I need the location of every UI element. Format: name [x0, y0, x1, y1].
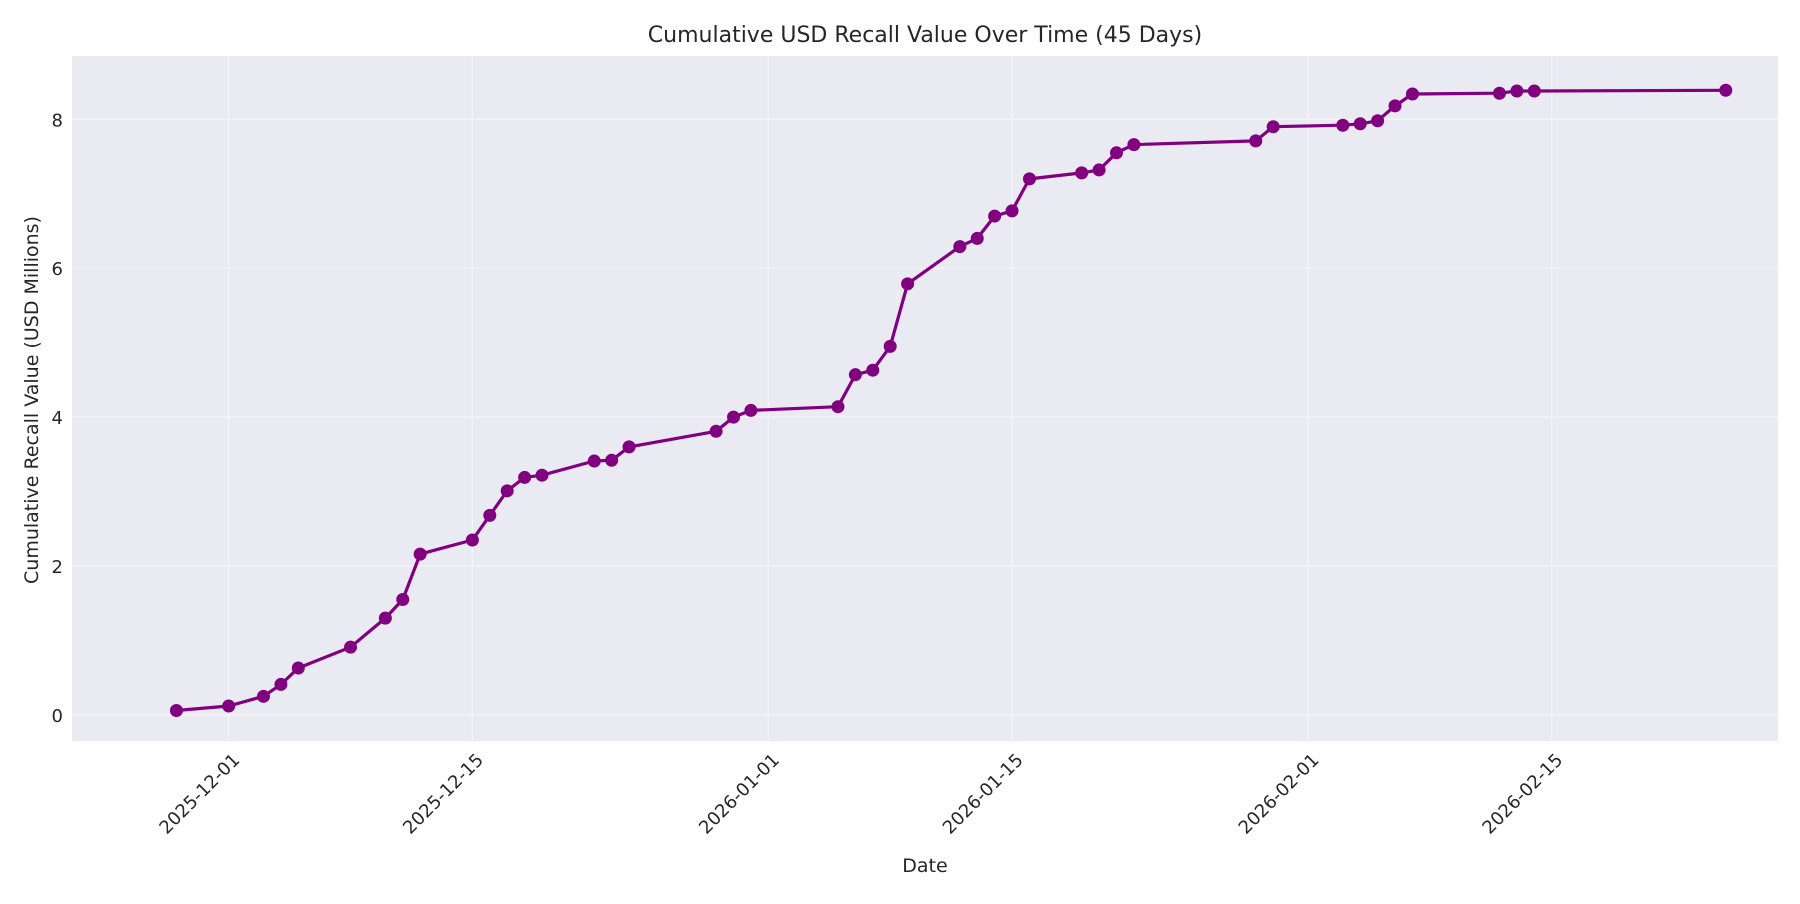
data-point: [1353, 117, 1367, 131]
data-point: [344, 640, 358, 654]
data-point: [274, 677, 288, 691]
data-point: [518, 470, 532, 484]
x-tick-label: 2026-01-01: [695, 750, 784, 839]
plot-area: [72, 56, 1778, 741]
data-point: [256, 689, 270, 703]
data-point: [970, 231, 984, 245]
data-point: [848, 368, 862, 382]
x-tick-label: 2025-12-15: [399, 750, 488, 839]
data-point: [291, 661, 305, 675]
data-point: [744, 403, 758, 417]
data-point: [1266, 120, 1280, 134]
data-point: [413, 547, 427, 561]
data-point: [1075, 166, 1089, 180]
data-point: [1127, 138, 1141, 152]
data-point: [1510, 84, 1524, 98]
data-point: [378, 611, 392, 625]
x-tick-label: 2025-12-01: [155, 750, 244, 839]
y-tick-label: 2: [52, 557, 63, 578]
data-point: [622, 440, 636, 454]
y-tick-label: 4: [52, 408, 63, 429]
data-point: [709, 424, 723, 438]
data-point: [901, 277, 915, 291]
data-point: [222, 699, 236, 713]
y-tick-label: 6: [52, 259, 63, 280]
data-point: [1249, 134, 1263, 148]
data-point: [866, 363, 880, 377]
data-point: [1527, 84, 1541, 98]
data-point: [1405, 87, 1419, 101]
data-point: [1336, 118, 1350, 132]
data-point: [1719, 83, 1733, 97]
data-point-markers: [169, 83, 1733, 717]
data-point: [169, 703, 183, 717]
y-tick-label: 0: [52, 706, 63, 727]
y-tick-label: 8: [52, 110, 63, 131]
y-axis-ticks: 0 2 4 6 8: [52, 110, 63, 727]
x-tick-label: 2026-01-15: [939, 750, 1028, 839]
data-point: [831, 400, 845, 414]
data-point: [953, 240, 967, 254]
data-point: [727, 410, 741, 424]
grid-lines: [72, 56, 1778, 741]
data-point: [1109, 146, 1123, 160]
data-point: [1022, 172, 1036, 186]
data-point: [1005, 204, 1019, 218]
data-point: [396, 593, 410, 607]
data-point: [1092, 163, 1106, 177]
data-point: [605, 453, 619, 467]
x-axis-label: Date: [902, 855, 947, 877]
data-point: [1388, 99, 1402, 113]
data-point: [1371, 114, 1385, 128]
data-point: [500, 484, 514, 498]
data-point: [587, 454, 601, 468]
data-point: [465, 533, 479, 547]
data-point: [988, 209, 1002, 223]
x-axis-ticks: 2025-12-01 2025-12-15 2026-01-01 2026-01-15…: [155, 750, 1567, 839]
x-tick-label: 2026-02-15: [1478, 750, 1567, 839]
data-point: [1492, 86, 1506, 100]
x-tick-label: 2026-02-01: [1235, 750, 1324, 839]
data-point: [883, 339, 897, 353]
data-point: [535, 468, 549, 482]
data-point: [483, 508, 497, 522]
chart-title: Cumulative USD Recall Value Over Time (4…: [648, 23, 1202, 48]
y-axis-label: Cumulative Recall Value (USD Millions): [21, 216, 43, 584]
